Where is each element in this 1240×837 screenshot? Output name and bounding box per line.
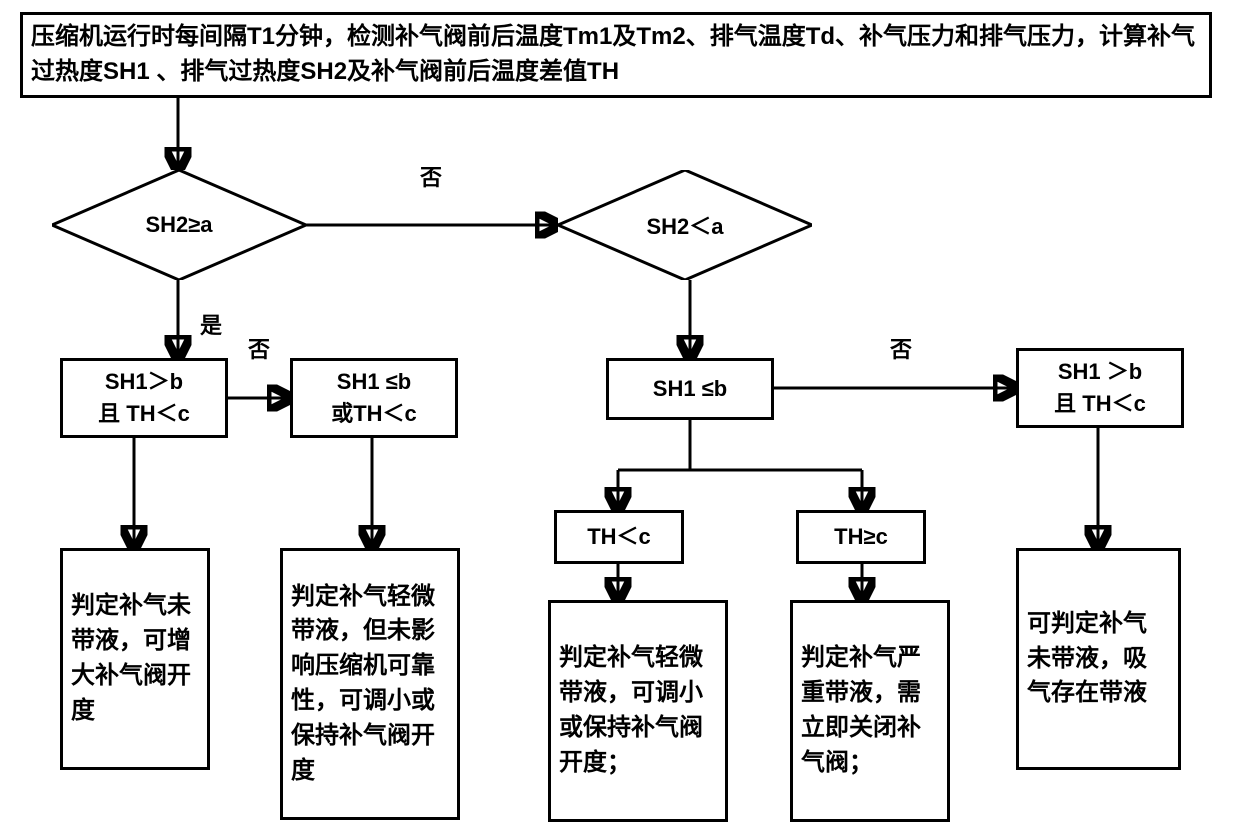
decision-d1: SH2≥a xyxy=(52,170,306,280)
node-b4: SH1 ＞b 且 TH＜c xyxy=(1016,348,1184,428)
node-r4: 判定补气严重带液，需立即关闭补气阀； xyxy=(790,600,950,822)
edge-label-yes1: 是 xyxy=(200,308,222,340)
decision-d2: SH2＜a xyxy=(558,170,812,280)
edge-label-no2: 否 xyxy=(248,332,270,364)
node-start: 压缩机运行时每间隔T1分钟，检测补气阀前后温度Tm1及Tm2、排气温度Td、补气… xyxy=(20,12,1212,98)
node-b3: SH1 ≤b xyxy=(606,358,774,420)
edge-label-no3: 否 xyxy=(890,332,912,364)
node-r3: 判定补气轻微带液，可调小或保持补气阀开度； xyxy=(548,600,728,822)
node-b5: TH＜c xyxy=(554,510,684,564)
node-r1: 判定补气未带液，可增大补气阀开度 xyxy=(60,548,210,770)
decision-label-d2: SH2＜a xyxy=(558,209,812,241)
node-r2: 判定补气轻微带液，但未影响压缩机可靠性，可调小或保持补气阀开度 xyxy=(280,548,460,820)
edge-label-no1: 否 xyxy=(420,160,442,192)
node-r5: 可判定补气未带液，吸气存在带液 xyxy=(1016,548,1181,770)
node-b1: SH1＞b 且 TH＜c xyxy=(60,358,228,438)
decision-label-d1: SH2≥a xyxy=(52,212,306,238)
node-b6: TH≥c xyxy=(796,510,926,564)
node-b2: SH1 ≤b 或TH＜c xyxy=(290,358,458,438)
